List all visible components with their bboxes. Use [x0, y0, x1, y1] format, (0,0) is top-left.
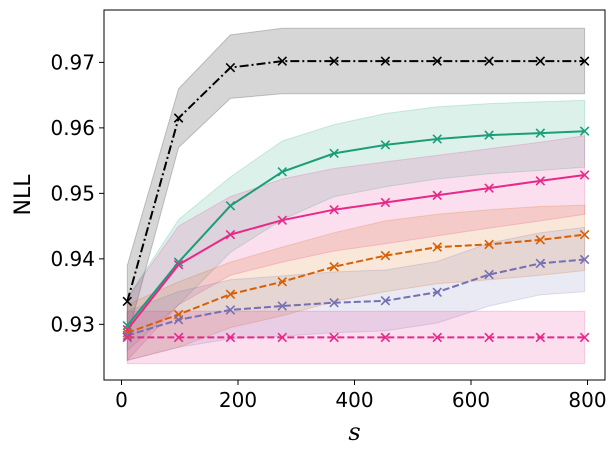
marker-black-0	[122, 296, 133, 307]
marker-green-1	[173, 257, 184, 267]
marker-black-5	[380, 56, 391, 66]
band-pink	[126, 310, 586, 365]
marker-black-8	[535, 56, 546, 66]
marker-orange-4	[329, 261, 339, 272]
marker-green-4	[329, 148, 339, 159]
marker-purple-1	[173, 314, 184, 325]
marker-magenta-9	[579, 170, 590, 180]
y-tick-label: 0.96	[50, 116, 95, 140]
marker-pink-0	[122, 332, 133, 343]
band-green	[126, 99, 586, 352]
marker-black-4	[329, 56, 339, 66]
confidence-bands	[126, 27, 586, 365]
band-magenta	[126, 135, 586, 362]
marker-pink-2	[225, 332, 236, 343]
series-lines	[126, 60, 585, 339]
marker-magenta-4	[329, 204, 339, 215]
y-axis-label: NLL	[11, 174, 36, 216]
x-axis-label: s	[348, 418, 360, 446]
line-magenta	[126, 174, 585, 331]
marker-purple-9	[579, 254, 590, 265]
y-tick-label: 0.93	[50, 312, 95, 336]
marker-orange-7	[484, 239, 494, 250]
y-axis-ticks: 0.93 0.94 0.95 0.96 0.97	[50, 50, 104, 336]
marker-magenta-6	[432, 190, 442, 201]
line-orange	[126, 233, 585, 334]
marker-magenta-2	[225, 229, 236, 240]
marker-purple-6	[432, 287, 442, 298]
marker-orange-9	[579, 229, 590, 240]
y-tick-label: 0.95	[50, 181, 95, 205]
marker-green-0	[122, 320, 133, 331]
marker-purple-8	[535, 258, 546, 269]
line-black	[126, 60, 585, 302]
marker-orange-8	[535, 235, 546, 245]
y-tick-label: 0.94	[50, 247, 95, 271]
x-tick-label: 400	[335, 388, 373, 412]
line-green	[126, 130, 585, 327]
y-tick-label: 0.97	[50, 50, 95, 74]
marker-magenta-1	[173, 259, 184, 270]
band-orange	[126, 204, 586, 362]
marker-green-9	[579, 126, 590, 136]
x-tick-label: 800	[568, 388, 606, 412]
marker-pink-6	[432, 332, 442, 343]
marker-pink-5	[380, 332, 391, 343]
marker-green-2	[225, 201, 236, 211]
marker-black-6	[432, 56, 442, 66]
marker-orange-3	[277, 277, 288, 287]
marker-pink-1	[173, 332, 184, 343]
marker-green-3	[277, 166, 288, 177]
marker-black-1	[173, 113, 184, 123]
marker-black-7	[484, 56, 494, 66]
marker-black-3	[277, 56, 288, 66]
marker-purple-3	[277, 301, 288, 311]
marker-green-6	[432, 134, 442, 144]
marker-orange-2	[225, 289, 236, 299]
marker-pink-7	[484, 332, 494, 343]
marker-green-5	[380, 140, 391, 150]
marker-pink-8	[535, 332, 546, 343]
marker-black-2	[225, 62, 236, 73]
marker-black-9	[579, 56, 590, 66]
marker-pink-3	[277, 332, 288, 343]
marker-orange-5	[380, 250, 391, 261]
series-markers	[122, 56, 590, 343]
line-purple	[127, 258, 585, 337]
marker-purple-5	[380, 295, 391, 306]
marker-purple-4	[329, 297, 339, 308]
marker-purple-2	[225, 305, 236, 315]
x-axis-ticks: 0 200 400 600 800	[115, 380, 607, 412]
x-tick-label: 200	[219, 388, 257, 412]
marker-magenta-5	[380, 197, 391, 208]
marker-orange-6	[432, 242, 442, 252]
marker-purple-7	[484, 269, 494, 280]
marker-green-7	[484, 130, 494, 140]
x-tick-label: 0	[115, 388, 128, 412]
marker-pink-9	[579, 332, 590, 343]
x-tick-label: 600	[452, 388, 490, 412]
marker-magenta-3	[277, 215, 288, 225]
marker-purple-0	[122, 330, 133, 341]
marker-green-8	[535, 128, 546, 138]
marker-magenta-7	[484, 183, 494, 193]
marker-magenta-8	[535, 176, 546, 186]
marker-pink-4	[329, 332, 339, 343]
